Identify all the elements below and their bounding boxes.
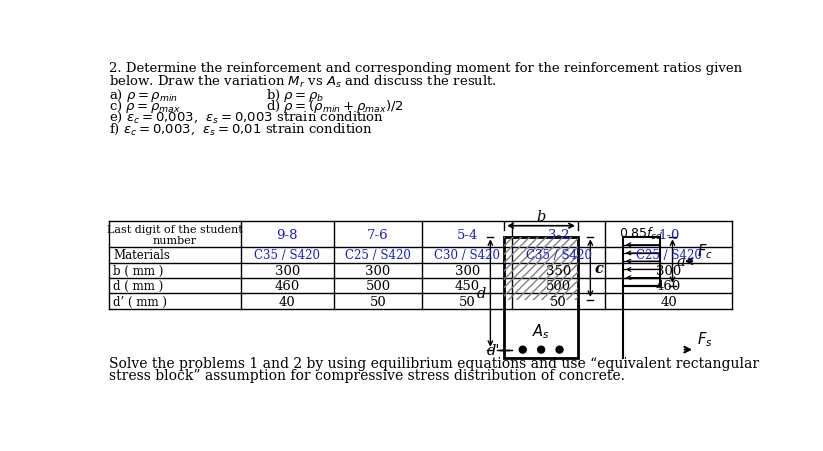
Text: 9-8: 9-8 [277,228,298,241]
Text: d': d' [487,343,500,357]
Text: d’ ( mm ): d’ ( mm ) [113,295,167,308]
Text: 460: 460 [275,280,300,293]
Text: $F_c$: $F_c$ [697,241,714,260]
Text: 50: 50 [551,295,567,308]
Text: C35 / S420: C35 / S420 [254,249,320,262]
Text: b ( mm ): b ( mm ) [113,264,163,277]
Text: b) $\rho = \rho_b$: b) $\rho = \rho_b$ [266,87,324,103]
Text: 500: 500 [365,280,391,293]
Bar [504,237,578,359]
Circle shape [537,346,545,353]
Text: f) $\varepsilon_c = 0{,}003$,  $\varepsilon_s = 0{,}01$ strain condition: f) $\varepsilon_c = 0{,}003$, $\varepsil… [109,121,373,136]
Text: b: b [537,210,546,224]
Circle shape [556,346,563,353]
Text: below. Draw the variation $M_r$ vs $A_s$ and discuss the result.: below. Draw the variation $M_r$ vs $A_s$… [109,74,497,89]
Text: 500: 500 [546,280,571,293]
Text: 1-0: 1-0 [658,228,679,241]
Text: number: number [153,235,197,245]
Text: Materials: Materials [113,249,170,262]
Text: 2. Determine the reinforcement and corresponding moment for the reinforcement ra: 2. Determine the reinforcement and corre… [109,62,742,75]
Text: $0.85f_{cd}$: $0.85f_{cd}$ [620,226,663,242]
Text: 300: 300 [656,264,681,277]
Text: C25 / S420: C25 / S420 [635,249,701,262]
Text: c) $\rho = \rho_{max}$: c) $\rho = \rho_{max}$ [109,98,181,115]
Text: 300: 300 [454,264,480,277]
Text: $F_s$: $F_s$ [697,330,713,348]
Text: d ( mm ): d ( mm ) [113,280,163,293]
Bar [504,237,578,300]
Text: C35 / S420: C35 / S420 [526,249,592,262]
Bar [623,237,660,286]
Text: 50: 50 [458,295,476,308]
Text: 3-2: 3-2 [548,228,570,241]
Text: 300: 300 [365,264,391,277]
Text: 7-6: 7-6 [367,228,388,241]
Text: 300: 300 [275,264,300,277]
Text: 40: 40 [660,295,677,308]
Circle shape [519,346,526,353]
Text: e) $\varepsilon_c = 0{,}003$,  $\varepsilon_s = 0{,}003$ strain condition: e) $\varepsilon_c = 0{,}003$, $\varepsil… [109,110,384,125]
Text: a: a [677,255,685,269]
Text: stress block” assumption for compressive stress distribution of concrete.: stress block” assumption for compressive… [109,368,625,382]
Text: 460: 460 [656,280,681,293]
Text: 450: 450 [454,280,480,293]
Text: 40: 40 [279,295,295,308]
Text: C30 / S420: C30 / S420 [434,249,500,262]
Text: 350: 350 [546,264,571,277]
Text: c: c [594,262,603,276]
Text: a) $\rho = \rho_{min}$: a) $\rho = \rho_{min}$ [109,87,179,103]
Text: d) $\rho = ( \rho_{min} + \rho_{max} ) / 2$: d) $\rho = ( \rho_{min} + \rho_{max} ) /… [266,98,403,115]
Text: C25 / S420: C25 / S420 [345,249,411,262]
Text: 5-4: 5-4 [457,228,478,241]
Text: $A_s$: $A_s$ [532,321,550,340]
Text: d: d [477,286,486,300]
Text: 50: 50 [370,295,386,308]
Text: Solve the problems 1 and 2 by using equilibrium equations and use “equivalent re: Solve the problems 1 and 2 by using equi… [109,356,759,370]
Text: Last digit of the student: Last digit of the student [107,224,243,234]
